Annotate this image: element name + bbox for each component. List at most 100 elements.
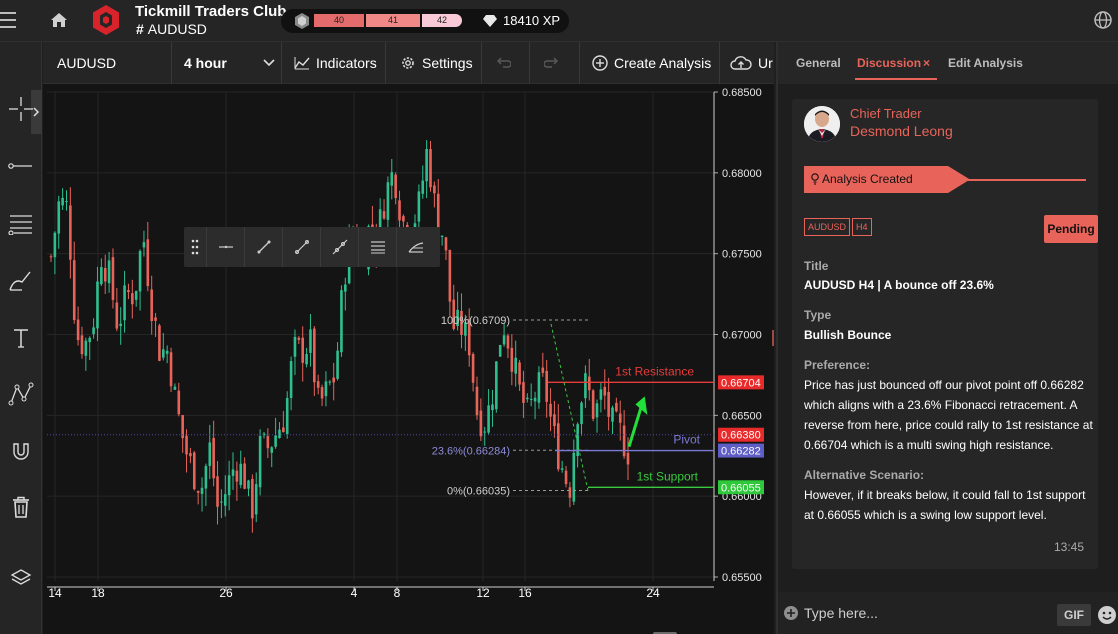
type-label: Type [804, 308, 832, 322]
message-timestamp: 13:45 [1053, 540, 1084, 554]
type-value: Bullish Bounce [804, 328, 892, 342]
candle-body [301, 337, 305, 363]
menu-icon[interactable] [0, 12, 18, 28]
x-axis-tick-label: 8 [394, 586, 401, 600]
candle-body [212, 437, 215, 479]
tab-general[interactable]: General [796, 56, 841, 70]
title-label: Title [804, 259, 829, 273]
candle-body [599, 389, 603, 400]
magnet-icon[interactable] [0, 430, 42, 472]
ray-line-icon[interactable] [282, 227, 320, 267]
redo-button[interactable] [530, 42, 580, 84]
candle-body [49, 256, 53, 258]
close-icon[interactable]: × [923, 56, 931, 70]
candle-body [448, 249, 452, 302]
channel-label: AUDUSD [147, 21, 207, 37]
symbol-selector[interactable]: AUDUSD [43, 42, 172, 84]
x-axis-tick-label: 24 [646, 586, 660, 600]
pattern-icon[interactable] [0, 373, 42, 415]
panel-tabs: General Discussion × Edit Analysis [778, 42, 1118, 84]
candle-body [92, 327, 95, 335]
home-icon[interactable] [48, 9, 70, 31]
candle-body [487, 405, 490, 433]
crosshair-icon[interactable] [0, 88, 42, 130]
avatar[interactable] [804, 106, 840, 142]
lightbulb-icon [811, 173, 819, 185]
message-input[interactable] [804, 600, 1044, 626]
tool-expand-tab[interactable] [31, 90, 42, 134]
candle-body [390, 172, 394, 186]
drag-handle-icon[interactable] [184, 227, 206, 267]
x-axis-tick-label: 26 [219, 586, 233, 600]
candle-body [204, 465, 208, 489]
fib-channel-icon[interactable] [396, 227, 434, 267]
interval-dropdown[interactable]: 4 hour [172, 42, 282, 84]
horizontal-line-icon[interactable] [206, 227, 244, 267]
candle-body [467, 319, 471, 356]
candle-body [386, 182, 390, 220]
globe-icon[interactable] [1093, 10, 1113, 30]
candle-body [165, 350, 169, 354]
extended-line-icon[interactable] [320, 227, 358, 267]
fib-levels-icon[interactable] [0, 203, 42, 245]
trash-icon[interactable] [0, 486, 42, 528]
bullish-arrow-shaft [627, 403, 644, 448]
trend-line-icon[interactable] [0, 145, 42, 187]
fib-label-23: 23.6%(0.66284) [432, 445, 510, 457]
candle-body [115, 302, 119, 329]
upload-button[interactable]: Ur [720, 42, 774, 84]
candle-body [72, 260, 76, 321]
y-axis-tick-label: 0.68000 [722, 168, 762, 180]
candle-body [57, 201, 61, 234]
diamond-icon [483, 15, 497, 27]
tab-edit-analysis[interactable]: Edit Analysis [948, 56, 1023, 70]
candle-body [541, 367, 545, 373]
candle-body [274, 435, 277, 447]
candle-body [247, 480, 250, 489]
redo-icon [543, 57, 558, 68]
status-banner [804, 166, 970, 193]
candle-body [309, 329, 312, 353]
candle-body [545, 370, 548, 402]
create-analysis-button[interactable]: Create Analysis [580, 42, 720, 84]
indicators-icon [294, 57, 310, 70]
xp-level-2: 41 [366, 14, 420, 27]
candle-body [526, 397, 529, 400]
segment-line-icon[interactable] [244, 227, 282, 267]
indicators-button[interactable]: Indicators [282, 42, 386, 84]
candle-body [556, 423, 560, 470]
candle-body [278, 429, 281, 439]
brush-icon[interactable] [0, 260, 42, 302]
text-tool-icon[interactable] [0, 317, 42, 359]
candle-body [239, 463, 243, 485]
candle-body [270, 447, 274, 453]
tab-discussion[interactable]: Discussion [857, 56, 922, 70]
candle-body [192, 452, 196, 490]
settings-button[interactable]: Settings [386, 42, 482, 84]
lightbulb-icon[interactable] [653, 632, 677, 634]
emoji-icon[interactable] [1098, 606, 1116, 624]
candle-body [491, 404, 494, 411]
interval-label: 4 hour [184, 55, 227, 71]
drawing-tools-sidebar [0, 42, 42, 634]
preference-text: Price has just bounced off our pivot poi… [804, 378, 1093, 452]
candle-body [65, 201, 68, 203]
upload-label: Ur [758, 55, 773, 71]
chart-canvas[interactable]: 0.68500 0.68000 0.67500 0.67000 0.66500 0.660… [43, 84, 774, 634]
alternative-text: However, if it breaks below, it could fa… [804, 488, 1086, 522]
candle-body [138, 251, 142, 292]
x-axis-tick-label: 12 [476, 586, 490, 600]
price-tag-resistance-bg [718, 375, 764, 390]
parallel-channel-icon[interactable] [358, 227, 396, 267]
layers-icon[interactable] [0, 557, 42, 599]
author-name[interactable]: Desmond Leong [850, 123, 953, 139]
undo-button[interactable] [482, 42, 530, 84]
price-tag-support-bg [718, 480, 764, 495]
price-tag-support: 0.66055 [721, 482, 761, 494]
candle-body [456, 309, 459, 327]
price-chart[interactable]: 0.68500 0.68000 0.67500 0.67000 0.66500 0.660… [43, 84, 774, 634]
fib-label-0: 0%(0.66035) [447, 486, 510, 498]
add-attachment-icon[interactable] [784, 606, 798, 620]
gif-button[interactable]: GIF [1057, 604, 1091, 626]
settings-label: Settings [422, 55, 473, 71]
